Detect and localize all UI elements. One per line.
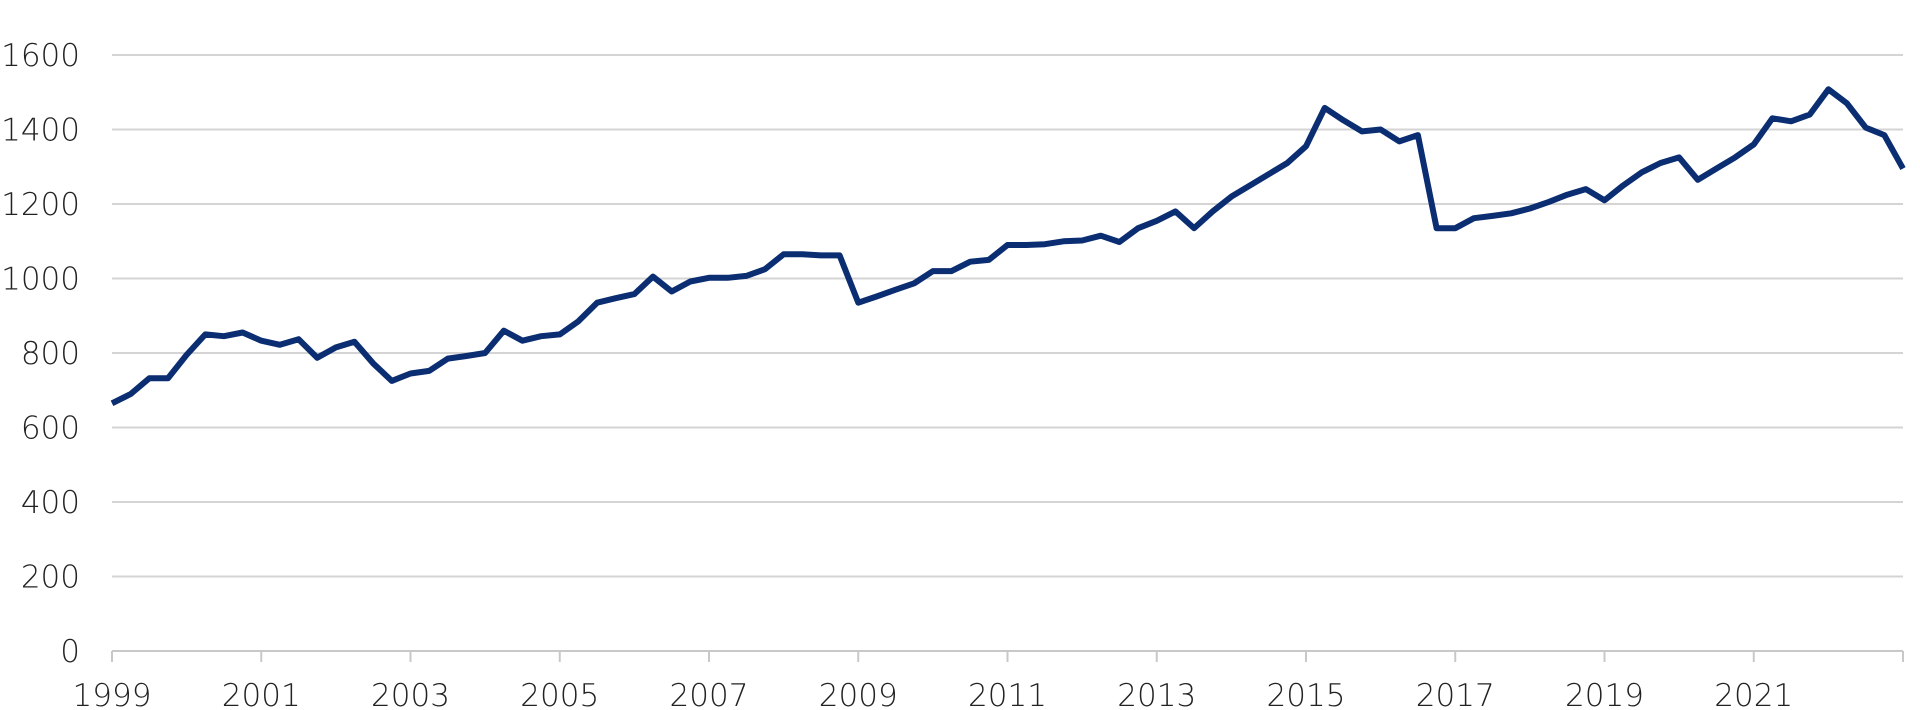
x-axis-labels: 1999 2001 2003 2005 2007 2009 2011 2013 2015 2017… [73, 678, 1794, 710]
x-tick-label-2015: 2015 [1267, 678, 1346, 710]
x-tick-label-1999: 1999 [73, 678, 152, 710]
y-tick-label-400: 400 [21, 485, 80, 521]
x-tick-label-2003: 2003 [371, 678, 450, 710]
x-tick-label-2019: 2019 [1565, 678, 1644, 710]
series-layer [110, 86, 1906, 406]
y-tick-label-1600: 1600 [1, 38, 80, 74]
y-tick-label-0: 0 [60, 634, 80, 670]
y-tick-label-1000: 1000 [1, 262, 80, 298]
x-tick-label-2011: 2011 [968, 678, 1047, 710]
y-tick-label-1400: 1400 [1, 113, 80, 149]
x-tick-label-2017: 2017 [1416, 678, 1495, 710]
y-axis: 0 200 400 600 800 1000 1200 1400 1600 [1, 38, 80, 670]
gridlines [112, 54, 1903, 578]
x-tick-label-2013: 2013 [1117, 678, 1196, 710]
x-axis [111, 650, 1904, 662]
x-tick-label-2005: 2005 [520, 678, 599, 710]
y-tick-label-600: 600 [21, 411, 80, 447]
x-tick-label-2007: 2007 [670, 678, 749, 710]
x-tick-label-2021: 2021 [1714, 678, 1793, 710]
y-tick-label-800: 800 [21, 336, 80, 372]
x-tick-label-2001: 2001 [222, 678, 301, 710]
y-tick-label-200: 200 [21, 560, 80, 596]
series-line-0 [110, 86, 1906, 406]
x-tick-label-2009: 2009 [819, 678, 898, 710]
y-tick-label-1200: 1200 [1, 187, 80, 223]
